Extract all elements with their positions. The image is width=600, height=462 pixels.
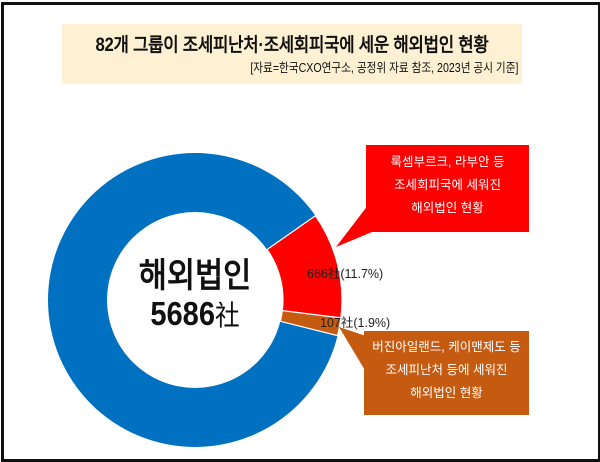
chart-source: [자료=한국CXO연구소, 공정위 자료 참조, 2023년 공시 기준]	[249, 61, 518, 75]
donut-center-label: 해외법인 5686社	[107, 257, 283, 335]
callout-red-line-2: 조세회피국에 세워진	[394, 178, 501, 192]
callout-tax-avoidance: 룩셈부르크, 라부안 등 조세회피국에 세워진 해외법인 현황	[366, 145, 529, 232]
total-count: 5686	[150, 295, 215, 332]
callout-brown-line-2: 조세피난처 등에 세워진	[385, 363, 508, 377]
slice-tax-haven	[279, 310, 342, 337]
callout-red-line-3: 해외법인 현황	[411, 201, 484, 215]
data-label-red: 666社(11.7%)	[307, 267, 384, 281]
callout-brown-line-3: 해외법인 현황	[410, 386, 483, 400]
title-box: 82개 그룹이 조세피난처·조세회피국에 세운 해외법인 현황 [자료=한국CX…	[62, 24, 522, 84]
slice-other	[48, 153, 342, 447]
data-label-brown: 107社(1.9%)	[320, 316, 391, 330]
callout-tax-haven: 버진아일랜드, 케이맨제도 등 조세피난처 등에 세워진 해외법인 현황	[364, 331, 529, 415]
chart-title: 82개 그룹이 조세피난처·조세회피국에 세운 해외법인 현황	[95, 35, 489, 56]
total-unit: 社	[214, 299, 240, 332]
callout-pointer-red	[336, 200, 372, 247]
callout-brown-line-1: 버진아일랜드, 케이맨제도 등	[372, 340, 521, 354]
center-title: 해외법인	[138, 257, 252, 295]
callout-red-line-1: 룩셈부르크, 라부안 등	[390, 155, 505, 169]
center-value: 5686社	[118, 295, 273, 335]
callout-pointer-brown	[339, 327, 366, 372]
